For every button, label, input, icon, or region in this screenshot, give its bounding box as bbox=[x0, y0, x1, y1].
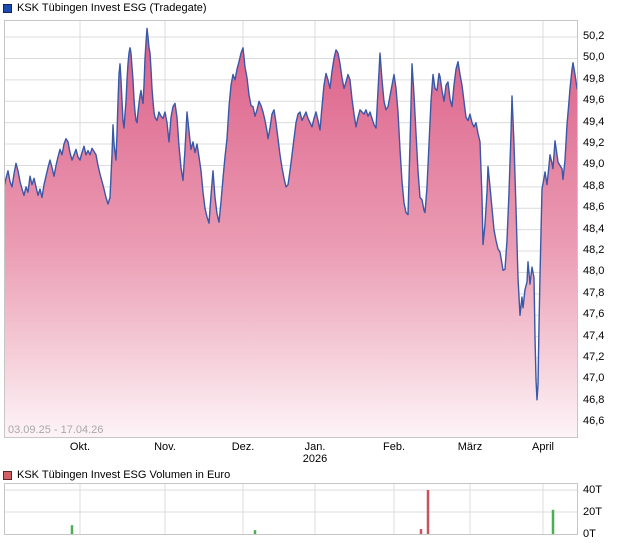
price-y-axis-label: 49,6 bbox=[583, 94, 605, 107]
price-y-axis-label: 47,8 bbox=[583, 286, 605, 299]
volume-y-axis-label: 40T bbox=[583, 484, 602, 496]
price-y-axis-label: 47,6 bbox=[583, 308, 605, 321]
price-y-axis-label: 47,0 bbox=[583, 372, 605, 385]
volume-bar bbox=[551, 509, 555, 534]
price-y-axis-label: 48,0 bbox=[583, 265, 605, 278]
volume-bar bbox=[70, 525, 74, 534]
price-x-axis-label: Feb. bbox=[382, 441, 405, 453]
price-plot-area[interactable] bbox=[4, 20, 578, 438]
price-y-axis-label: 46,6 bbox=[583, 415, 605, 428]
price-chart-title: KSK Tübingen Invest ESG (Tradegate) bbox=[17, 2, 207, 14]
price-area-chart bbox=[5, 21, 577, 437]
volume-chart-title: KSK Tübingen Invest ESG Volumen in Euro bbox=[17, 469, 231, 481]
price-x-axis-label: März bbox=[457, 441, 483, 453]
volume-bar-chart bbox=[5, 484, 577, 534]
price-chart-legend: KSK Tübingen Invest ESG (Tradegate) bbox=[3, 2, 207, 14]
price-x-axis-label: Jan. 2026 bbox=[283, 441, 347, 465]
price-x-axis-label-year: 2026 bbox=[302, 453, 328, 465]
price-y-axis-label: 47,4 bbox=[583, 329, 605, 342]
price-line bbox=[5, 27, 577, 401]
price-y-axis-label: 46,8 bbox=[583, 393, 605, 406]
volume-bar bbox=[426, 490, 430, 534]
date-range-label: 03.09.25 - 17.04.26 bbox=[8, 424, 104, 436]
volume-bar bbox=[419, 529, 423, 534]
price-y-axis-label: 50,0 bbox=[583, 51, 605, 64]
price-x-axis-label: Dez. bbox=[231, 441, 255, 453]
volume-plot-area[interactable] bbox=[4, 483, 578, 535]
volume-y-axis-label: 20T bbox=[583, 506, 602, 518]
volume-chart-legend: KSK Tübingen Invest ESG Volumen in Euro bbox=[3, 469, 230, 481]
volume-series-swatch-icon bbox=[3, 470, 12, 480]
price-y-axis-label: 48,4 bbox=[583, 222, 605, 235]
price-y-axis-label: 48,6 bbox=[583, 201, 605, 214]
price-y-axis-label: 49,0 bbox=[583, 158, 605, 171]
price-y-axis-label: 47,2 bbox=[583, 351, 605, 364]
price-y-axis-label: 48,2 bbox=[583, 244, 605, 257]
price-y-axis-label: 49,8 bbox=[583, 72, 605, 85]
price-y-axis-label: 48,8 bbox=[583, 179, 605, 192]
price-area bbox=[5, 28, 577, 437]
volume-y-axis-label: 0T bbox=[583, 528, 596, 540]
price-x-axis-label: April bbox=[531, 441, 554, 453]
price-y-axis-label: 49,2 bbox=[583, 137, 605, 150]
volume-bar bbox=[253, 530, 257, 534]
price-x-axis-label: Okt. bbox=[69, 441, 91, 453]
price-y-axis-label: 50,2 bbox=[583, 30, 605, 43]
price-x-axis-label: Nov. bbox=[154, 441, 176, 453]
price-series-swatch-icon bbox=[3, 3, 12, 13]
price-y-axis-label: 49,4 bbox=[583, 115, 605, 128]
